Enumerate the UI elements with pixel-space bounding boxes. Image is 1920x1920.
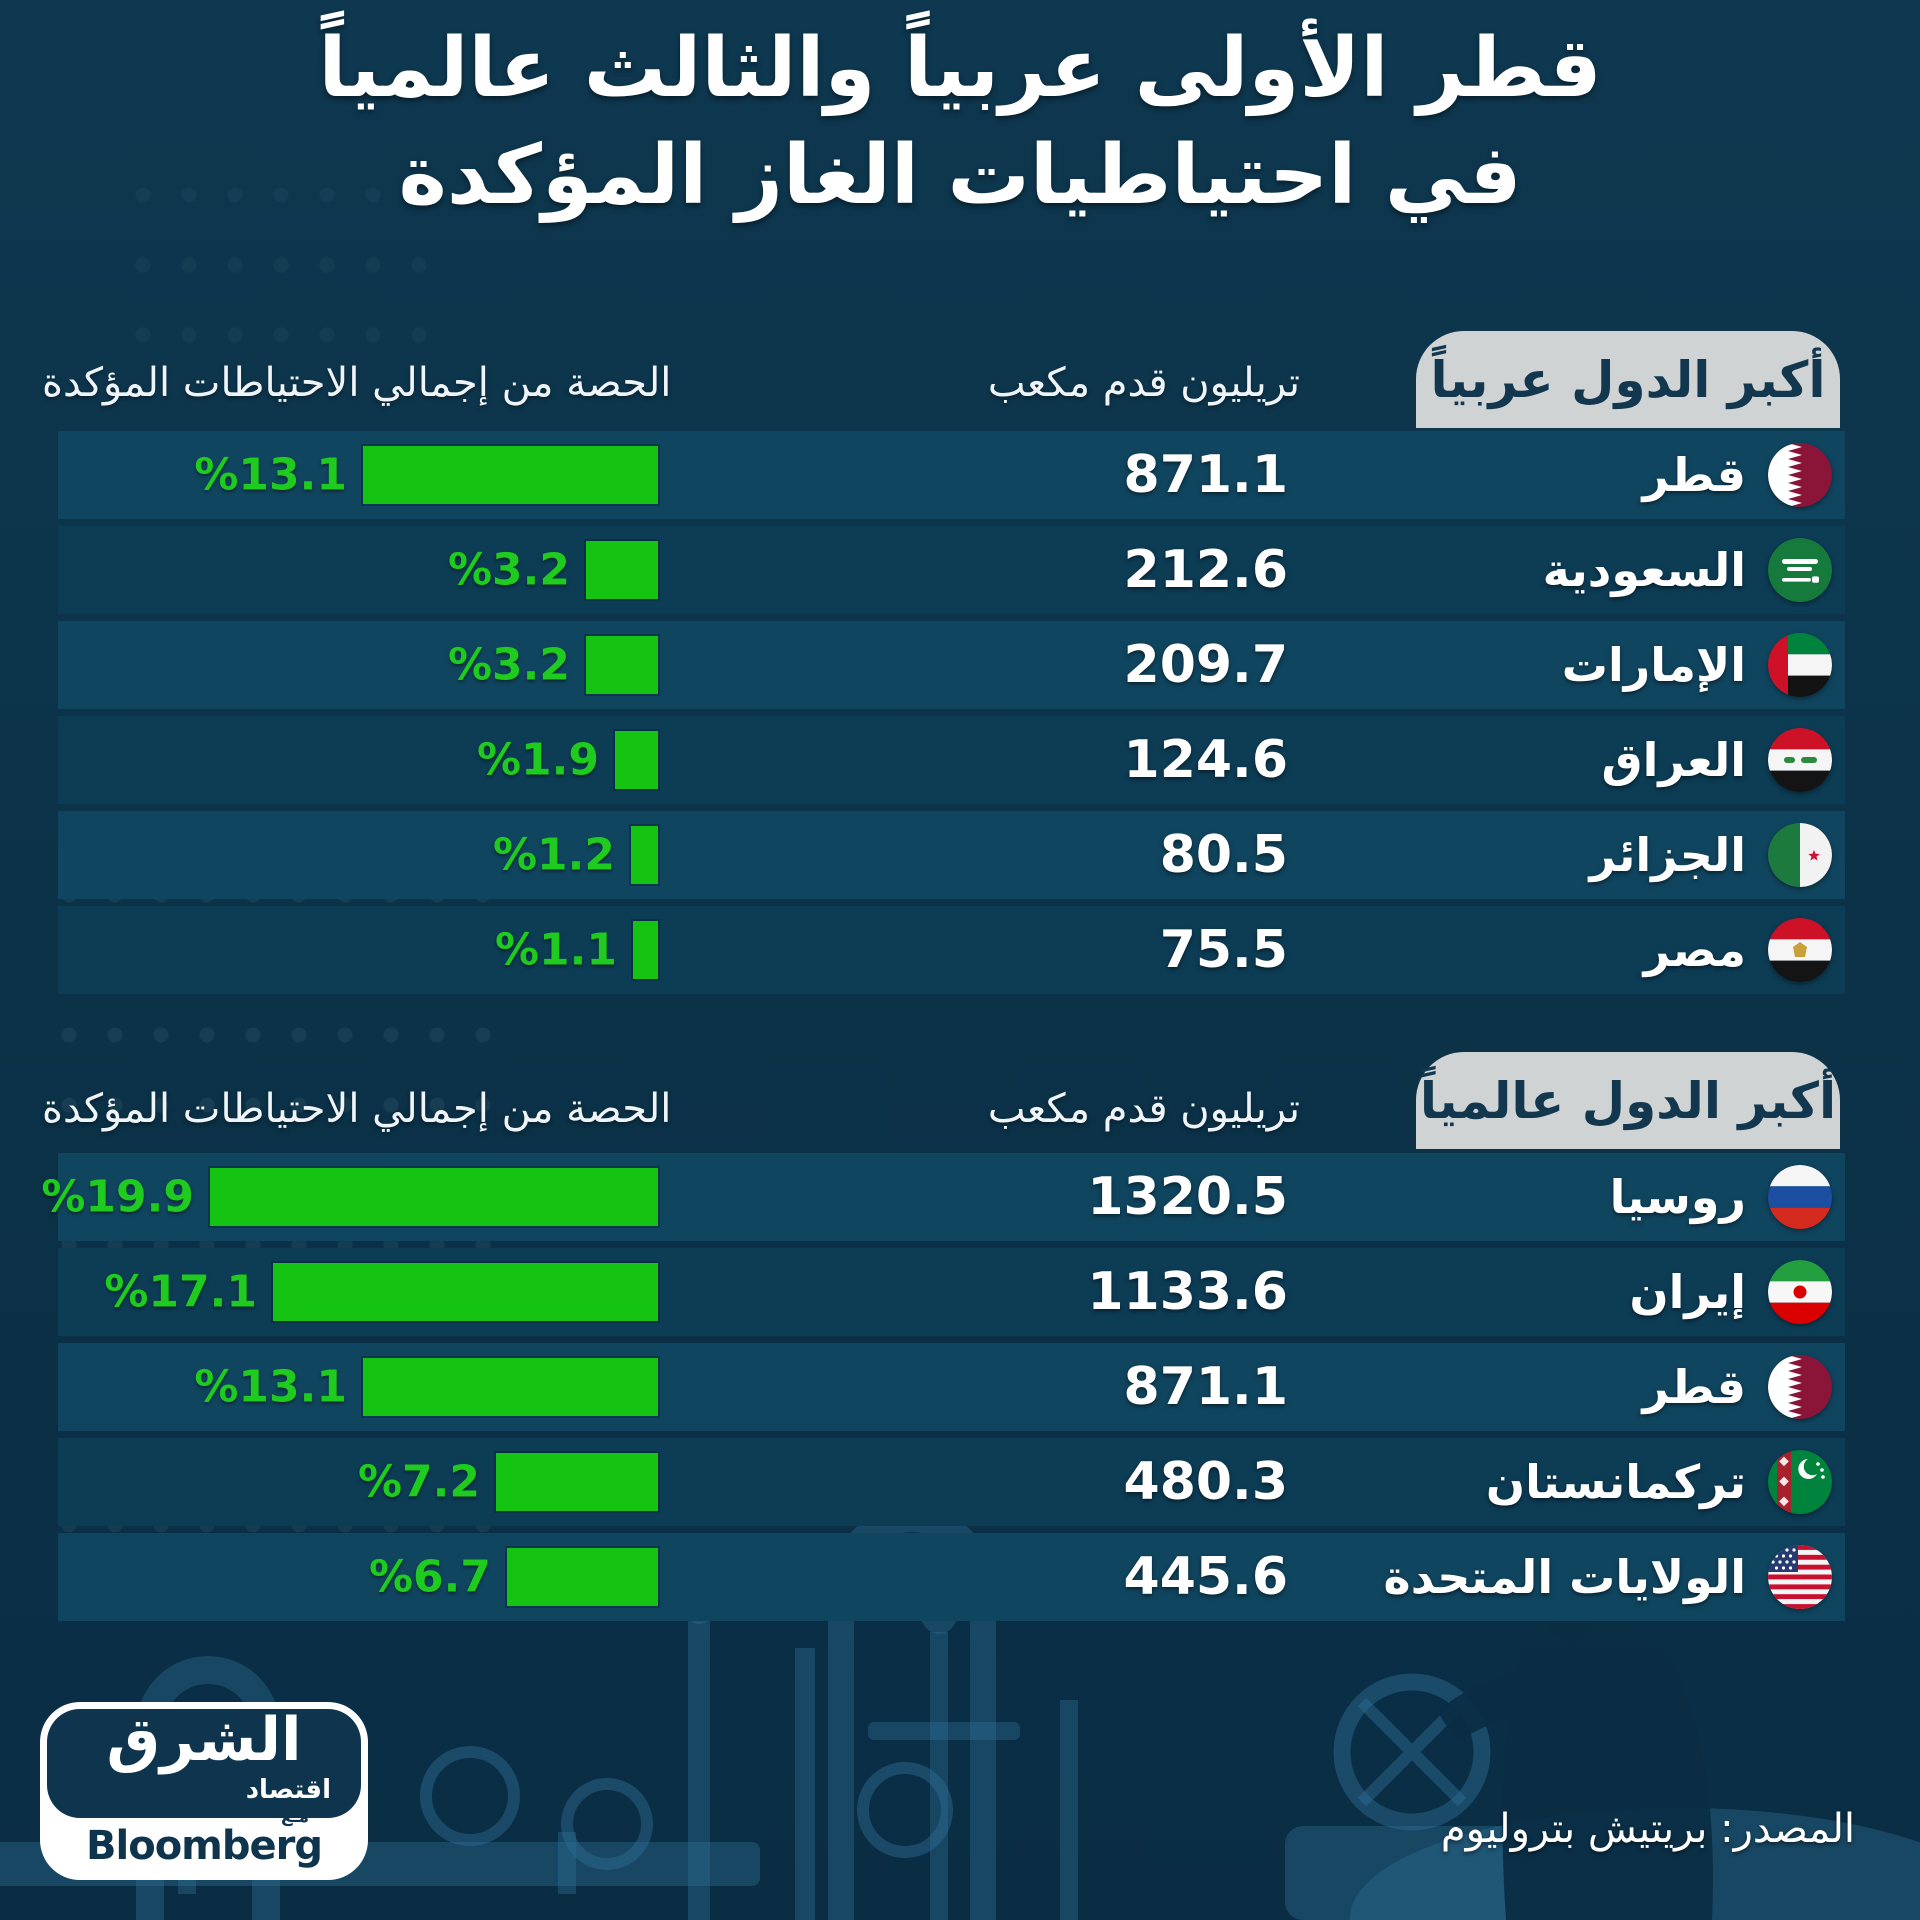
reserves-value: 871.1 xyxy=(1123,1357,1288,1417)
country-label: مصر xyxy=(1643,923,1746,977)
table-row: %6.7 445.6 الولايات المتحدة xyxy=(58,1533,1845,1621)
flag-turkmenistan-icon xyxy=(1768,1450,1832,1514)
table-row: %7.2 480.3 تركمانستان xyxy=(58,1438,1845,1526)
flag-iraq-icon xyxy=(1768,728,1832,792)
share-bar xyxy=(613,729,660,791)
asharq-logo-top: الشرق اقتصاد xyxy=(47,1709,361,1818)
share-bar xyxy=(208,1166,660,1228)
flag-qatar-icon xyxy=(1768,1355,1832,1419)
reserves-value: 871.1 xyxy=(1123,445,1288,505)
bloomberg-wordmark: Bloomberg xyxy=(86,1823,323,1869)
share-bar xyxy=(361,444,660,506)
share-bar xyxy=(584,539,660,601)
share-bar xyxy=(629,824,660,886)
reserves-value: 80.5 xyxy=(1159,825,1288,885)
flag-usa-icon xyxy=(1768,1545,1832,1609)
reserves-value: 212.6 xyxy=(1123,540,1288,600)
page-title: قطر الأولى عربياً والثالث عالمياً في احت… xyxy=(0,16,1920,229)
reserves-value: 75.5 xyxy=(1159,920,1288,980)
bloomberg-logo-band: مـع Bloomberg xyxy=(47,1807,361,1869)
logo-with-label: مـع xyxy=(281,1807,309,1827)
reserves-value: 209.7 xyxy=(1123,635,1288,695)
flag-saudi-icon xyxy=(1768,538,1832,602)
page-title-line2: في احتياطيات الغاز المؤكدة xyxy=(398,127,1522,223)
table-row: %13.1 871.1 قطر xyxy=(58,431,1845,519)
share-value: %19.9 xyxy=(41,1171,194,1223)
share-value: %1.1 xyxy=(494,924,617,976)
reserves-value: 1320.5 xyxy=(1087,1167,1288,1227)
page-title-line1: قطر الأولى عربياً والثالث عالمياً xyxy=(318,21,1602,116)
share-bar xyxy=(361,1356,660,1418)
flag-egypt-icon xyxy=(1768,918,1832,982)
share-value: %17.1 xyxy=(104,1266,257,1318)
asharq-bloomberg-logo: الشرق اقتصاد مـع Bloomberg xyxy=(40,1702,368,1880)
share-column-header: الحصة من إجمالي الاحتياطات المؤكدة xyxy=(42,360,672,406)
share-value: %3.2 xyxy=(447,639,570,691)
country-label: العراق xyxy=(1601,733,1746,787)
country-label: الإمارات xyxy=(1561,638,1746,692)
section-arab-badge: أكبر الدول عربياً xyxy=(1416,331,1840,428)
source-label: المصدر: بريتيش بتروليوم xyxy=(1440,1806,1855,1852)
share-value: %13.1 xyxy=(194,449,347,501)
table-row: %1.9 124.6 العراق xyxy=(58,716,1845,804)
value-column-header: تريليون قدم مكعب xyxy=(987,360,1300,406)
share-bar xyxy=(494,1451,660,1513)
flag-iran-icon xyxy=(1768,1260,1832,1324)
flag-uae-icon xyxy=(1768,633,1832,697)
share-bar xyxy=(505,1546,660,1608)
section-global-badge: أكبر الدول عالمياً xyxy=(1416,1052,1840,1149)
asharq-logo-economy: اقتصاد xyxy=(245,1775,331,1805)
share-bar xyxy=(631,919,660,981)
country-label: قطر xyxy=(1642,448,1746,502)
share-column-header: الحصة من إجمالي الاحتياطات المؤكدة xyxy=(42,1086,672,1132)
share-bar xyxy=(271,1261,660,1323)
country-label: قطر xyxy=(1642,1360,1746,1414)
reserves-value: 480.3 xyxy=(1123,1452,1288,1512)
country-label: الجزائر xyxy=(1589,828,1746,882)
table-row: %17.1 1133.6 إيران xyxy=(58,1248,1845,1336)
country-label: إيران xyxy=(1629,1265,1746,1319)
table-row: %1.1 75.5 مصر xyxy=(58,906,1845,994)
country-label: روسيا xyxy=(1609,1170,1746,1224)
table-row: %13.1 871.1 قطر xyxy=(58,1343,1845,1431)
reserves-value: 1133.6 xyxy=(1087,1262,1288,1322)
country-label: الولايات المتحدة xyxy=(1383,1550,1746,1604)
share-value: %1.9 xyxy=(476,734,599,786)
flag-qatar-icon xyxy=(1768,443,1832,507)
share-value: %7.2 xyxy=(357,1456,480,1508)
table-row: %19.9 1320.5 روسيا xyxy=(41,1153,1845,1241)
share-value: %1.2 xyxy=(492,829,615,881)
share-value: %3.2 xyxy=(447,544,570,596)
table-row: %1.2 80.5 الجزائر xyxy=(58,811,1845,899)
asharq-logo-name: الشرق xyxy=(106,1705,302,1775)
value-column-header: تريليون قدم مكعب xyxy=(987,1086,1300,1132)
reserves-value: 445.6 xyxy=(1123,1547,1288,1607)
country-label: السعودية xyxy=(1542,543,1746,597)
country-label: تركمانستان xyxy=(1485,1455,1746,1509)
share-value: %13.1 xyxy=(194,1361,347,1413)
share-value: %6.7 xyxy=(368,1551,491,1603)
share-bar xyxy=(584,634,660,696)
table-row: %3.2 209.7 الإمارات xyxy=(58,621,1845,709)
flag-russia-icon xyxy=(1768,1165,1832,1229)
reserves-value: 124.6 xyxy=(1123,730,1288,790)
table-row: %3.2 212.6 السعودية xyxy=(58,526,1845,614)
